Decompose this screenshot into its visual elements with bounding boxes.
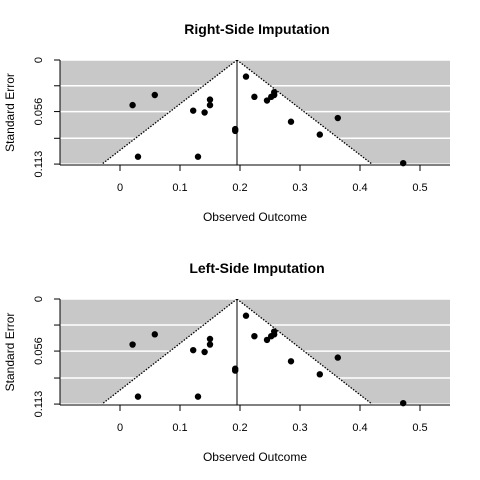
x-tick-label: 0.1: [172, 422, 187, 434]
data-point: [287, 358, 295, 365]
data-point: [194, 393, 202, 400]
data-point: [190, 346, 197, 354]
x-tick-label: 0.3: [292, 422, 307, 434]
y-tick-label: 0.113: [33, 151, 45, 178]
data-point: [129, 101, 136, 109]
y-axis-label: Standard Error: [3, 313, 17, 392]
x-axis-label: Observed Outcome: [203, 450, 307, 464]
data-point: [334, 114, 341, 122]
data-point: [263, 336, 271, 344]
y-tick-label: 0.056: [33, 98, 45, 126]
data-point: [206, 341, 214, 348]
x-tick-label: 0.5: [412, 422, 427, 434]
data-point: [251, 93, 258, 101]
data-point: [151, 91, 158, 99]
x-tick-label: 0.2: [232, 182, 247, 194]
funnel-right-bound: [236, 60, 373, 165]
y-tick-label: 0.056: [33, 337, 45, 365]
x-tick-label: 0.2: [232, 422, 247, 434]
data-point: [134, 153, 142, 160]
x-tick-label: 0.3: [292, 182, 307, 194]
data-point: [206, 101, 214, 109]
data-point: [232, 367, 239, 374]
data-point: [242, 73, 250, 80]
data-point: [190, 107, 197, 114]
data-point: [263, 97, 271, 104]
data-point: [206, 96, 214, 103]
data-point: [242, 312, 250, 319]
funnel-left-bound: [101, 60, 238, 165]
data-point: [194, 153, 202, 160]
y-tick-label: 0.113: [33, 391, 45, 418]
x-axis-label: Observed Outcome: [203, 210, 307, 224]
data-point: [201, 109, 208, 116]
data-point: [271, 328, 278, 335]
data-point: [251, 332, 258, 340]
data-point: [316, 371, 323, 378]
left-side-imputation-panel: 0 0.1 0.2 0.3 0.4 0.5 0 0.056 0.113 Left-Side Imp…: [3, 260, 450, 464]
x-tick-label: 0.4: [352, 182, 367, 194]
data-point: [151, 331, 158, 338]
x-tick-label: 0: [117, 422, 123, 434]
data-point: [232, 127, 239, 135]
x-tick-label: 0.4: [352, 422, 367, 434]
data-point: [206, 335, 214, 343]
x-tick-label: 0.5: [412, 182, 427, 194]
y-axis-label: Standard Error: [3, 73, 17, 152]
y-tick-label: 0: [33, 57, 45, 63]
data-point: [129, 341, 136, 348]
right-side-imputation-panel: 0 0.1 0.2 0.3 0.4 0.5 0 0.056 0.113 Right-Side Im…: [3, 21, 450, 224]
chart-title: Left-Side Imputation: [189, 260, 324, 276]
data-point: [201, 348, 208, 356]
data-point: [287, 118, 295, 125]
data-point: [134, 393, 142, 400]
x-tick-label: 0: [117, 182, 123, 194]
data-point: [334, 354, 341, 361]
x-tick-label: 0.1: [172, 182, 187, 194]
data-point: [316, 131, 323, 138]
y-tick-label: 0: [33, 296, 45, 302]
chart-title: Right-Side Imputation: [184, 21, 329, 37]
data-point: [271, 89, 278, 96]
